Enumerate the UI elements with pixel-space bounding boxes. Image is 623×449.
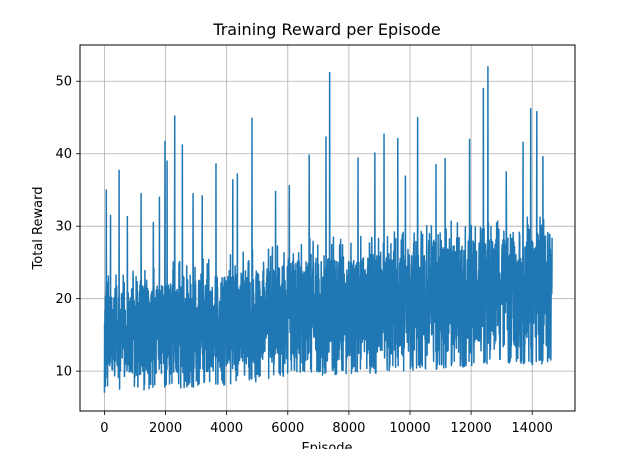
x-tick-label: 0 (100, 421, 108, 436)
y-axis: 10 20 30 40 50 (55, 75, 80, 380)
series-line (103, 65, 553, 393)
x-tick-label: 2000 (149, 421, 182, 436)
x-tick-label: 10000 (389, 421, 430, 436)
x-axis: 0 2000 4000 6000 8000 10000 12000 14000 (100, 411, 553, 436)
y-tick-label: 30 (55, 220, 72, 235)
x-tick-label: 12000 (450, 421, 491, 436)
chart-title: Training Reward per Episode (212, 20, 440, 39)
x-tick-label: 4000 (210, 421, 243, 436)
x-axis-label: Episode (301, 441, 352, 449)
y-tick-label: 50 (55, 75, 72, 90)
x-tick-label: 14000 (512, 421, 553, 436)
y-tick-label: 20 (55, 292, 72, 307)
plot-frame (79, 44, 576, 412)
y-tick-label: 10 (55, 365, 72, 380)
y-tick-label: 40 (55, 147, 72, 162)
series-area (103, 65, 553, 393)
x-tick-label: 8000 (332, 421, 365, 436)
y-axis-label: Total Reward (31, 187, 46, 271)
x-tick-label: 6000 (271, 421, 304, 436)
